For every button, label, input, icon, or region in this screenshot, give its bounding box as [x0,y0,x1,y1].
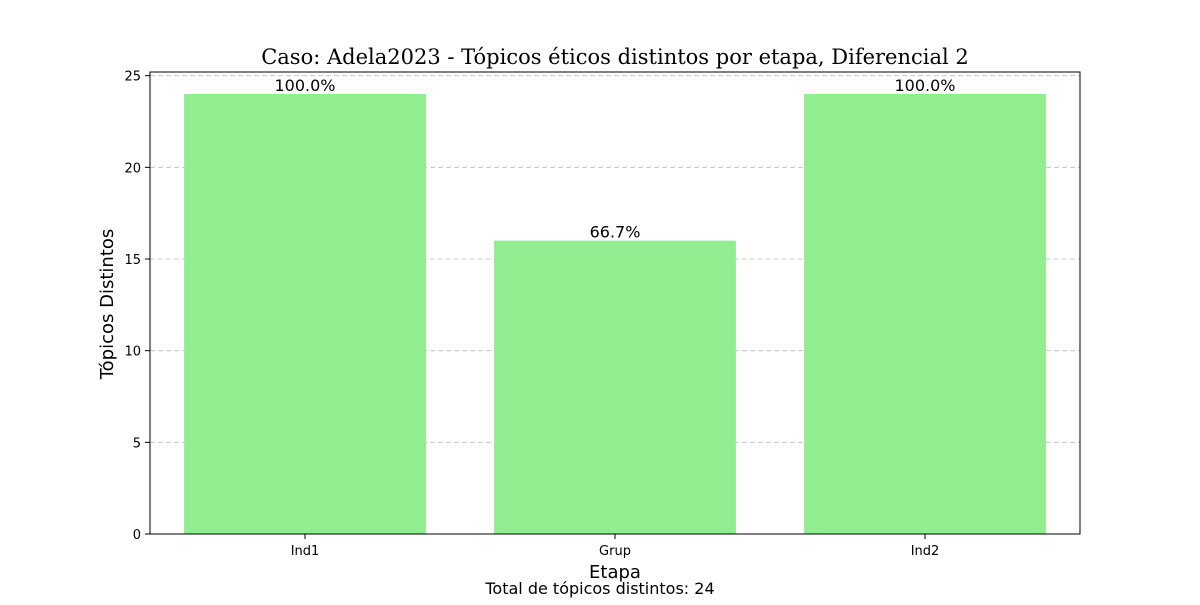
bar-ind2 [804,94,1046,534]
y-tick-label: 10 [124,345,141,360]
x-axis-ticks: Ind1 Grup Ind2 [291,534,940,559]
chart-title: Caso: Adela2023 - Tópicos éticos distint… [261,45,969,69]
data-labels: 100.0% 66.7% 100.0% [274,76,955,242]
x-tick-label-ind2: Ind2 [911,544,940,559]
y-tick-label: 25 [124,70,141,85]
y-axis-label: Tópicos Distintos [97,229,118,381]
y-tick-label: 20 [124,161,141,176]
x-tick-label-grup: Grup [599,544,631,559]
data-label-grup: 66.7% [590,223,641,242]
y-tick-label: 0 [133,528,141,543]
chart-footnote: Total de tópicos distintos: 24 [484,579,714,598]
y-axis-ticks: 0 5 10 15 20 25 [124,70,150,543]
x-axis-label: Etapa [589,562,641,583]
bar-ind1 [184,94,426,534]
x-tick-label-ind1: Ind1 [291,544,320,559]
bars [184,94,1046,534]
y-tick-label: 15 [124,253,141,268]
data-label-ind2: 100.0% [894,76,955,95]
bar-grup [494,240,736,534]
y-tick-label: 5 [133,436,141,451]
data-label-ind1: 100.0% [274,76,335,95]
